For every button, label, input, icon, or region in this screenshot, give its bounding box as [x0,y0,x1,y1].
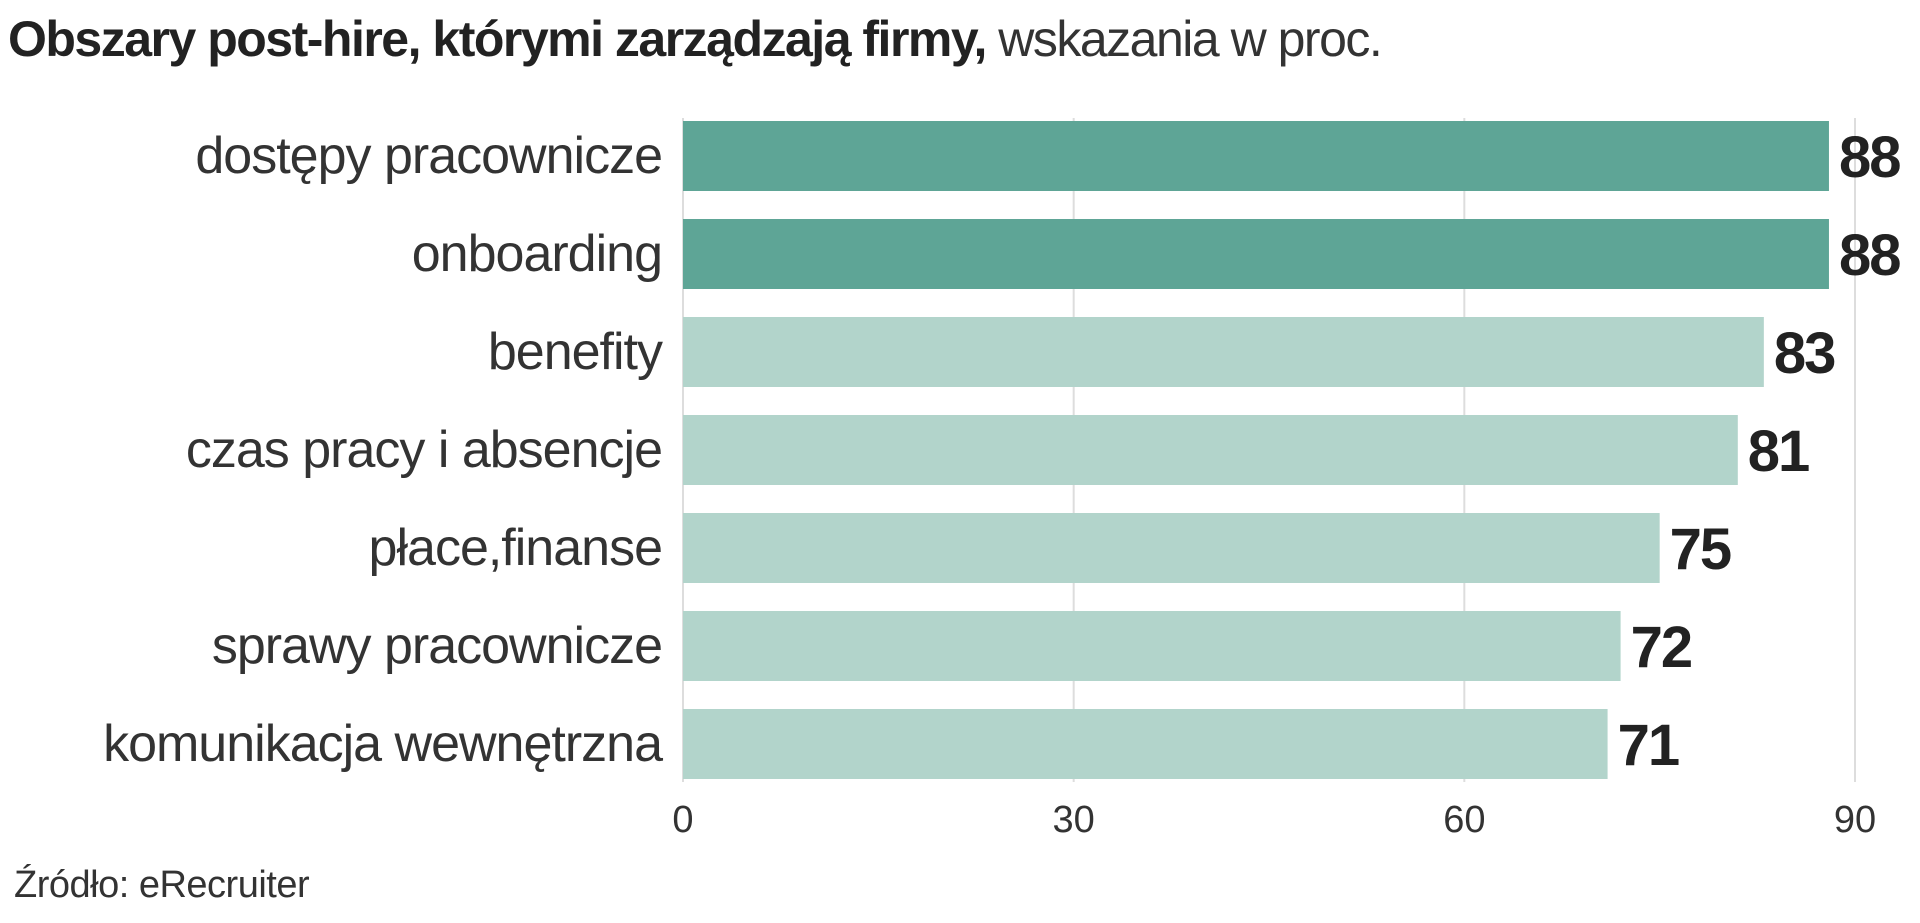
category-label: onboarding [412,225,662,283]
category-label: benefity [488,323,663,381]
x-tick-label: 90 [1834,799,1876,841]
bar [683,219,1829,289]
source-note: Źródło: eRecruiter [14,864,310,906]
chart-title-main: Obszary post-hire, którymi zarządzają fi… [8,11,987,67]
chart-title-unit: wskazania w proc. [998,11,1383,67]
x-tick-label: 0 [672,799,693,841]
bar [683,709,1608,779]
x-tick-label: 60 [1443,799,1485,841]
value-label: 71 [1618,713,1679,778]
value-label: 72 [1631,615,1692,680]
value-label: 83 [1774,321,1835,386]
bar [683,121,1829,191]
value-label: 88 [1839,125,1900,190]
category-label: dostępy pracownicze [195,127,662,185]
x-tick-label: 30 [1053,799,1095,841]
bar [683,611,1621,681]
category-label: sprawy pracownicze [212,617,662,675]
bar [683,415,1738,485]
bar [683,513,1660,583]
bar-chart: 0 30 60 90 dostępy pracownicze 88 onboarding 88… [103,118,1902,841]
category-label: komunikacja wewnętrzna [103,715,663,773]
value-label: 75 [1670,517,1731,582]
value-label: 81 [1748,419,1809,484]
chart-title: Obszary post-hire, którymi zarządzają fi… [8,8,1383,70]
category-label: płace,finanse [369,519,662,577]
value-label: 88 [1839,223,1900,288]
category-label: czas pracy i absencje [186,421,662,479]
bar [683,317,1764,387]
